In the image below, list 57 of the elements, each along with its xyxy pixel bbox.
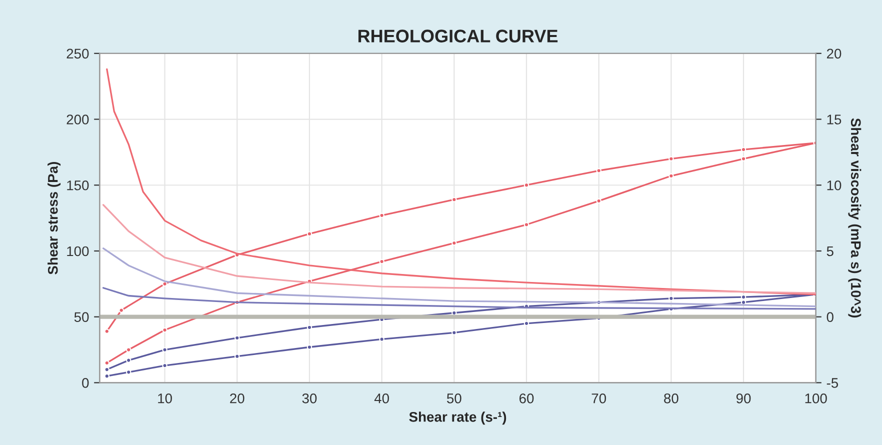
x-axis-title: Shear rate (s-¹) [409,412,506,425]
point [668,173,674,179]
point [668,296,674,301]
point [524,182,530,188]
y-tick-label: 50 [74,312,89,322]
y-axis-title: Shear stress (Pa) [48,162,61,274]
point [379,258,384,264]
point [126,347,132,352]
chart-title: RHEOLOGICAL CURVE [358,30,558,42]
point [740,156,746,162]
point [379,212,384,218]
y2-tick-label: 0 [826,312,834,322]
point [668,156,674,162]
point [452,330,457,336]
y2-tick-label: 5 [826,246,834,256]
point [306,344,312,350]
y2-tick-label: 15 [827,114,842,124]
x-tick-label: 80 [664,393,678,404]
x-tick-label: 100 [805,393,827,404]
point [596,168,602,174]
point [234,354,240,359]
y2-tick-label: 20 [826,48,842,59]
y2-tick-label: 10 [827,180,842,190]
x-tick-label: 50 [446,393,462,404]
x-tick-label: 10 [158,393,172,404]
y-tick-label: 150 [67,180,89,190]
point [596,198,602,204]
line-series [102,204,816,294]
x-tick-label: 90 [736,393,751,404]
point [452,197,457,202]
point [379,336,384,342]
line-series [102,248,816,308]
y-tick-label: 200 [66,114,89,124]
y2-tick-label: -5 [826,378,838,388]
point [452,310,457,316]
y-tick-label: 250 [66,48,89,59]
point [524,222,530,228]
y-tick-label: 0 [82,378,89,388]
point [524,320,530,326]
point [234,335,240,341]
point [162,362,168,368]
x-tick-label: 30 [302,393,317,404]
point [452,240,457,246]
point [740,294,746,300]
point [162,347,168,352]
x-tick-label: 70 [592,393,606,404]
y-tick-label: 100 [67,246,89,256]
point [306,324,312,330]
point [740,146,746,152]
y2-axis-title: Shear viscosity (mPa s) (10^3) [848,118,862,318]
x-tick-label: 40 [374,393,389,404]
point [118,308,124,313]
x-tick-label: 60 [519,393,534,404]
point [306,231,312,236]
point [162,327,168,333]
line-series [102,287,816,310]
x-tick-label: 20 [230,393,244,404]
